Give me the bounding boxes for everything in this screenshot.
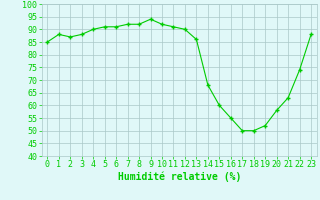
X-axis label: Humidité relative (%): Humidité relative (%)	[117, 172, 241, 182]
